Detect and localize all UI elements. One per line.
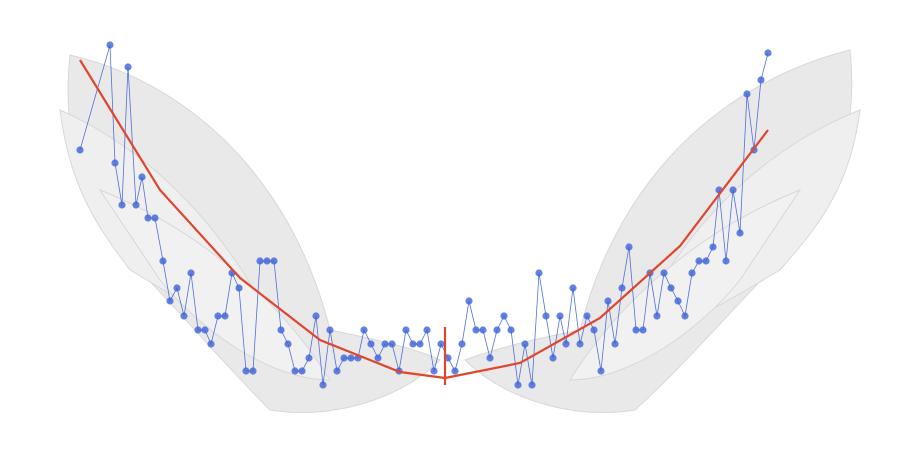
point bbox=[451, 367, 459, 375]
point bbox=[124, 63, 132, 71]
point bbox=[381, 340, 389, 348]
point bbox=[340, 354, 348, 362]
point bbox=[625, 243, 633, 251]
point bbox=[187, 269, 195, 277]
point bbox=[249, 367, 257, 375]
point bbox=[729, 186, 737, 194]
point bbox=[312, 312, 320, 320]
point bbox=[528, 381, 536, 389]
point bbox=[374, 354, 382, 362]
point bbox=[256, 257, 264, 265]
point bbox=[207, 340, 215, 348]
point bbox=[660, 269, 668, 277]
point bbox=[604, 297, 612, 305]
point bbox=[597, 367, 605, 375]
point bbox=[173, 284, 181, 292]
point bbox=[201, 326, 209, 334]
point bbox=[242, 367, 250, 375]
point bbox=[326, 326, 334, 334]
point bbox=[709, 243, 717, 251]
point bbox=[507, 326, 515, 334]
point bbox=[549, 354, 557, 362]
point bbox=[681, 312, 689, 320]
point bbox=[632, 326, 640, 334]
point bbox=[764, 49, 772, 57]
point bbox=[180, 312, 188, 320]
point bbox=[757, 76, 765, 84]
point bbox=[138, 173, 146, 181]
point bbox=[416, 340, 424, 348]
point bbox=[194, 326, 202, 334]
point bbox=[702, 257, 710, 265]
point bbox=[667, 284, 675, 292]
point bbox=[493, 326, 501, 334]
point bbox=[583, 312, 591, 320]
point bbox=[639, 326, 647, 334]
point bbox=[444, 354, 452, 362]
point bbox=[472, 326, 480, 334]
point bbox=[542, 312, 550, 320]
point bbox=[674, 297, 682, 305]
point bbox=[430, 367, 438, 375]
point bbox=[736, 229, 744, 237]
point bbox=[235, 284, 243, 292]
point bbox=[535, 269, 543, 277]
point bbox=[367, 340, 375, 348]
point bbox=[277, 326, 285, 334]
point bbox=[722, 257, 730, 265]
point bbox=[437, 340, 445, 348]
point bbox=[590, 326, 598, 334]
point bbox=[653, 312, 661, 320]
point bbox=[409, 340, 417, 348]
point bbox=[695, 257, 703, 265]
point bbox=[569, 284, 577, 292]
point bbox=[111, 159, 119, 167]
point bbox=[319, 381, 327, 389]
point bbox=[214, 312, 222, 320]
point bbox=[305, 354, 313, 362]
point bbox=[360, 326, 368, 334]
point bbox=[521, 340, 529, 348]
point bbox=[611, 340, 619, 348]
point bbox=[132, 201, 140, 209]
point bbox=[263, 257, 271, 265]
point bbox=[166, 297, 174, 305]
point bbox=[298, 367, 306, 375]
point bbox=[486, 354, 494, 362]
point bbox=[270, 257, 278, 265]
point bbox=[221, 312, 229, 320]
point bbox=[465, 297, 473, 305]
point bbox=[479, 326, 487, 334]
point bbox=[388, 340, 396, 348]
point bbox=[402, 326, 410, 334]
point bbox=[423, 326, 431, 334]
fit-curve bbox=[79, 59, 769, 380]
point bbox=[76, 146, 84, 154]
point bbox=[576, 340, 584, 348]
point bbox=[159, 257, 167, 265]
point bbox=[106, 41, 114, 49]
point bbox=[458, 340, 466, 348]
point bbox=[144, 214, 152, 222]
point bbox=[618, 284, 626, 292]
point bbox=[743, 90, 751, 98]
point bbox=[333, 367, 341, 375]
point bbox=[688, 269, 696, 277]
point bbox=[556, 312, 564, 320]
point bbox=[500, 312, 508, 320]
point bbox=[151, 214, 159, 222]
point bbox=[118, 201, 126, 209]
point bbox=[291, 367, 299, 375]
point bbox=[514, 381, 522, 389]
point bbox=[347, 354, 355, 362]
point bbox=[284, 340, 292, 348]
point bbox=[562, 340, 570, 348]
